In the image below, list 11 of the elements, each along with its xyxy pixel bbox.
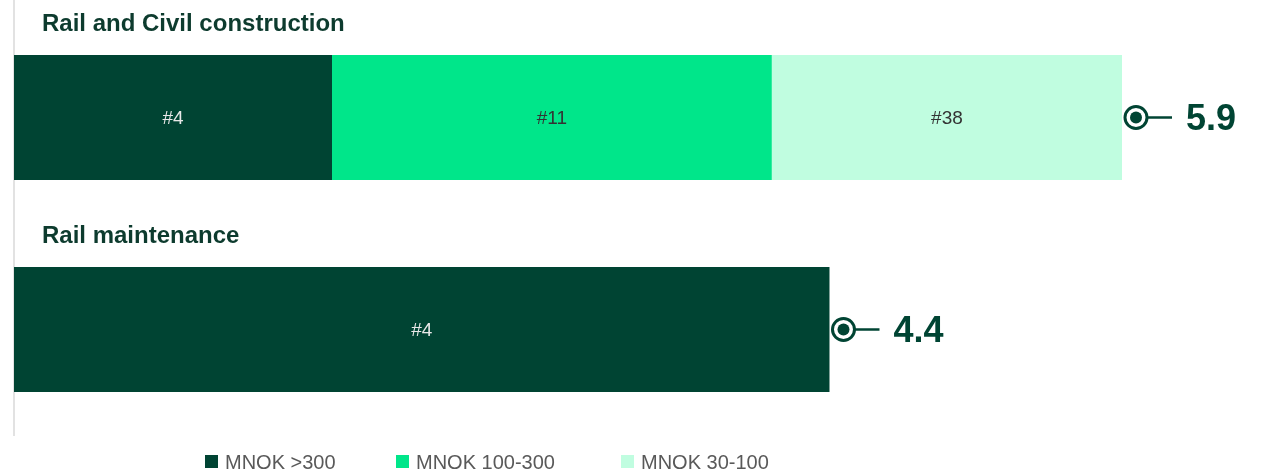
- text: 5.9: [1186, 97, 1237, 139]
- annotation: #4: [162, 107, 184, 129]
- annotation: #4: [411, 319, 433, 341]
- annotation: 4.4: [893, 309, 944, 351]
- legend-label: MNOK 100-300: [416, 451, 555, 473]
- y-tick-label: Rail maintenance: [42, 221, 240, 248]
- annotation: #38: [931, 107, 963, 129]
- y-tick-label: Rail and Civil construction: [42, 9, 345, 36]
- annotation: #11: [536, 107, 568, 129]
- legend-label: MNOK 30-100: [641, 451, 769, 473]
- legend-label: MNOK >300: [225, 451, 336, 473]
